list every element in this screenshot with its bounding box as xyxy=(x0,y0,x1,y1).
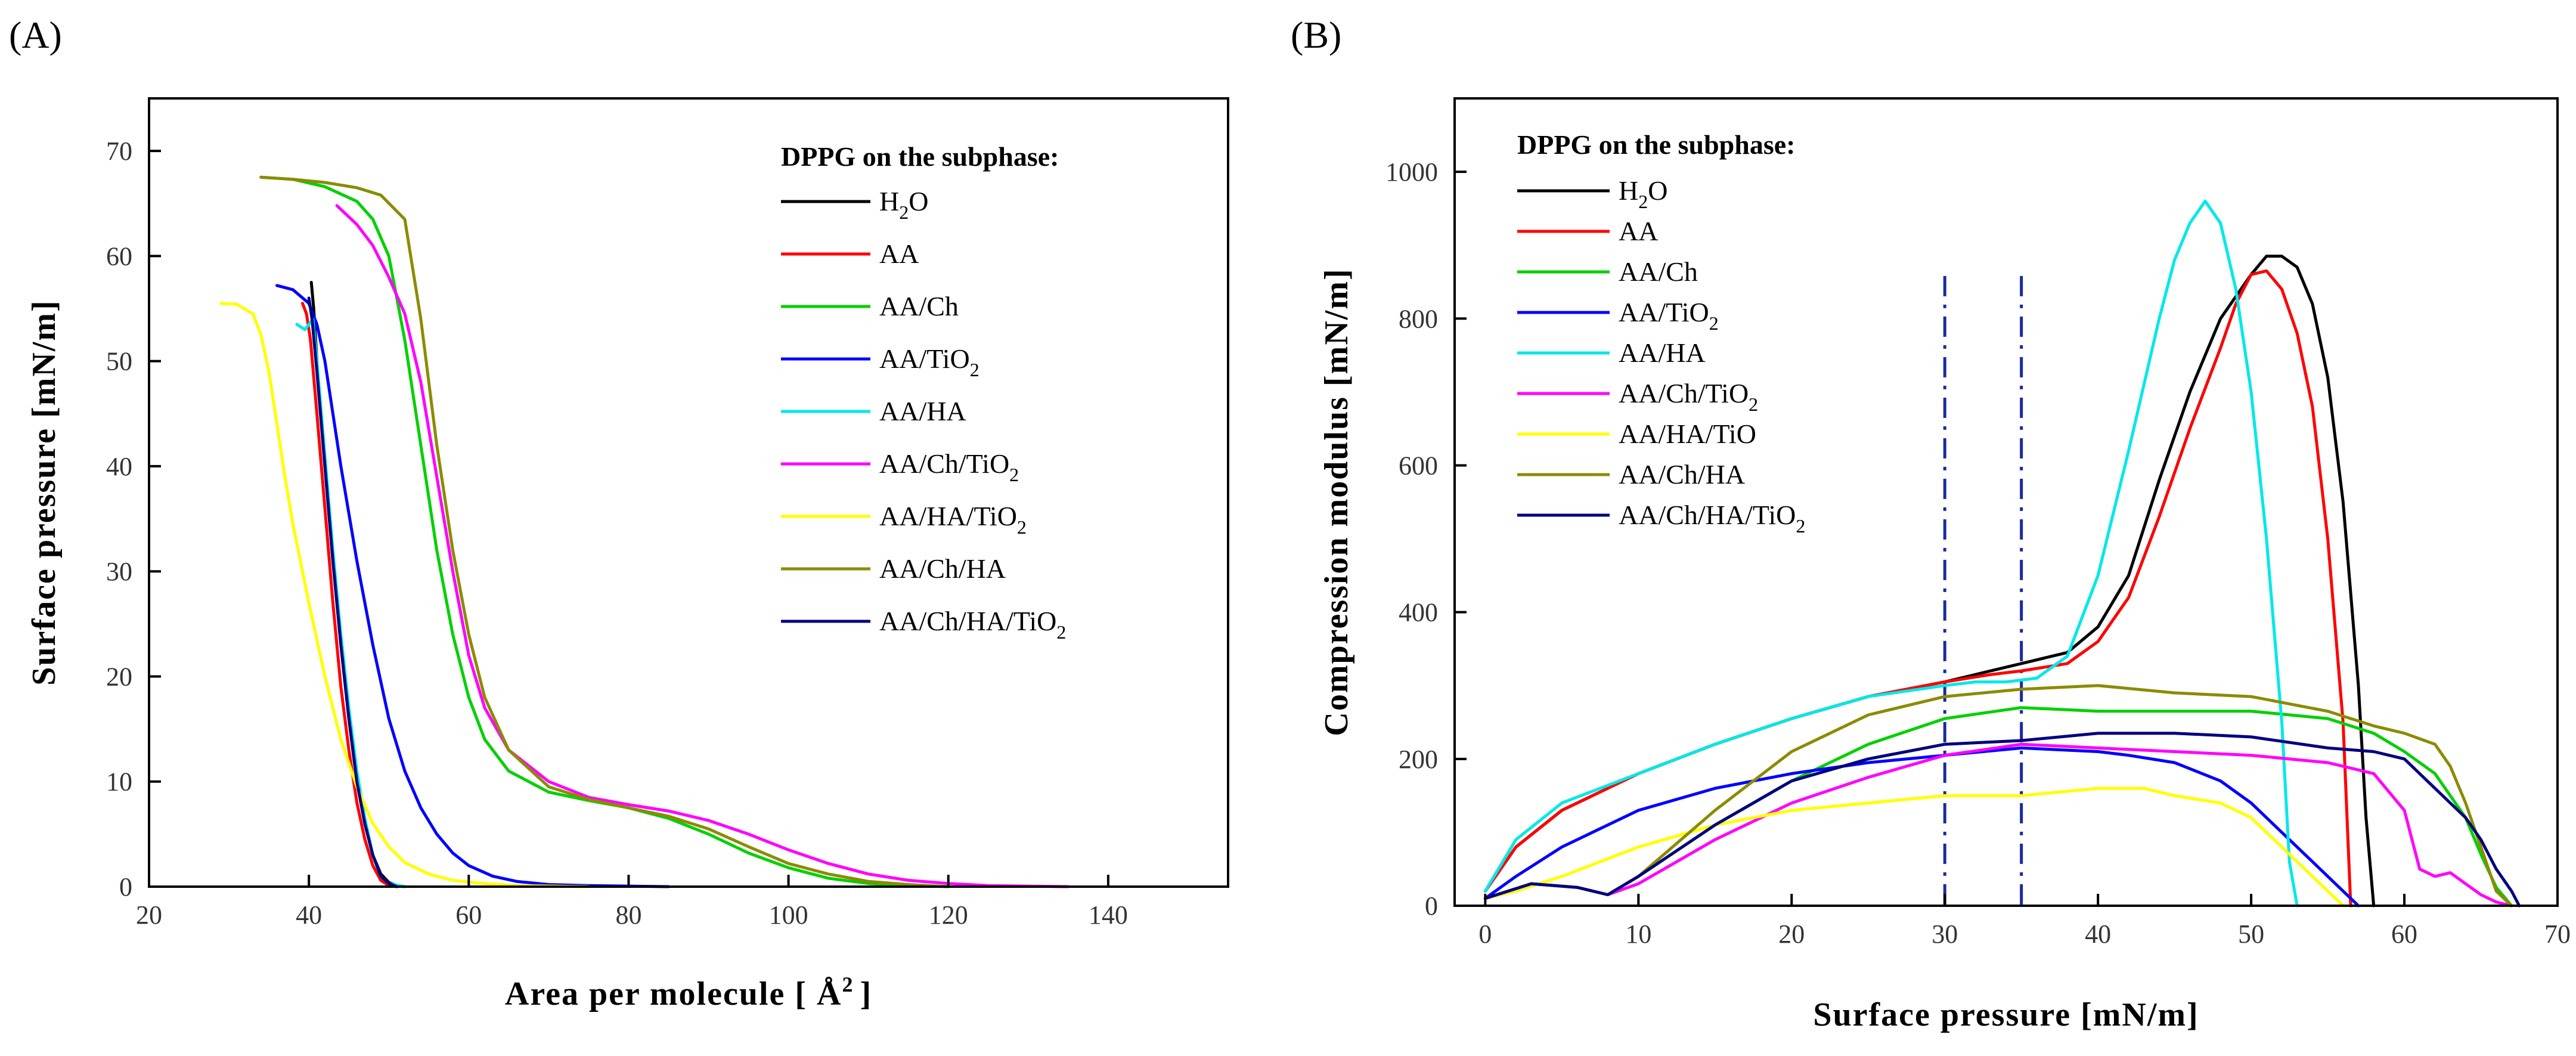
legend-label: AA xyxy=(1619,216,1658,246)
panel-a-legend: DPPG on the subphase: H2O AA AA/Ch AA/TiO2 A… xyxy=(781,141,1066,643)
panel-b-y-axis-label: Compression modulus [mN/m] xyxy=(1318,268,1355,736)
x-tick-label: 100 xyxy=(769,900,808,930)
panel-a-legend-title: DPPG on the subphase: xyxy=(781,141,1059,172)
legend-label: AA/HA xyxy=(1619,337,1706,368)
x-tick-label: 30 xyxy=(1932,919,1958,949)
legend-label: H2O xyxy=(1619,175,1667,212)
y-tick-label: 200 xyxy=(1399,745,1438,774)
legend-label: AA xyxy=(879,239,919,269)
y-tick-label: 0 xyxy=(119,872,132,902)
series-line-aa xyxy=(1483,269,2352,908)
y-tick-label: 1000 xyxy=(1385,157,1438,187)
legend-label: AA/Ch/HA/TiO2 xyxy=(1619,500,1805,537)
series-line-aa-ch-tio2 xyxy=(335,204,1070,888)
x-tick-label: 20 xyxy=(1778,919,1805,949)
legend-label: AA/Ch/HA xyxy=(1619,459,1745,490)
panel-a-y-ticks: 0 10 20 30 40 50 60 70 xyxy=(106,137,161,902)
panel-b-x-axis-label: Surface pressure [mN/m] xyxy=(1813,996,2199,1033)
legend-label: AA/Ch/TiO2 xyxy=(1619,378,1758,415)
x-tick-label: 40 xyxy=(296,900,322,930)
panel-b-y-ticks: 0 200 400 600 800 1000 xyxy=(1385,157,1467,921)
legend-label: AA/Ch/HA/TiO2 xyxy=(879,606,1066,643)
y-tick-label: 400 xyxy=(1399,598,1438,627)
series-line-aa-ch-tio2 xyxy=(1483,742,2513,908)
legend-label: AA/Ch/HA xyxy=(879,553,1006,584)
y-tick-label: 10 xyxy=(106,767,132,797)
panel-a: (A) 20 40 60 80 100 120 140 0 10 20 30 40 50 60 70 Ar… xyxy=(9,14,1229,1012)
y-tick-label: 40 xyxy=(106,452,132,481)
legend-label: AA/Ch/TiO2 xyxy=(879,448,1019,485)
panel-b-x-ticks: 0 10 20 30 40 50 60 70 xyxy=(1478,894,2571,949)
panel-a-y-axis-label: Surface pressure [mN/m] xyxy=(26,299,63,685)
panel-b-legend: DPPG on the subphase: H2OAAAA/ChAA/TiO2A… xyxy=(1517,129,1805,537)
x-tick-label: 60 xyxy=(455,900,482,930)
series-line-aa-ha xyxy=(1483,199,2299,908)
panel-a-x-axis-label: Area per molecule [ Å2] xyxy=(505,973,872,1012)
legend-label: AA/Ch xyxy=(879,291,959,321)
series-line-aa-tio2 xyxy=(275,284,670,888)
panel-b: (B) 0 10 20 30 40 50 60 70 0 200 400 600 800 1000 Su… xyxy=(1291,14,2571,1033)
series-line-aa-ch-ha-tio2 xyxy=(1483,732,2521,908)
series-line-aa-ch-ha-tio2 xyxy=(307,296,399,888)
series-line-aa-ha-tio2 xyxy=(219,302,590,888)
y-tick-label: 800 xyxy=(1399,304,1438,333)
y-tick-label: 600 xyxy=(1399,451,1438,480)
panel-b-legend-title: DPPG on the subphase: xyxy=(1517,129,1795,160)
y-tick-label: 0 xyxy=(1425,891,1438,921)
x-tick-label: 50 xyxy=(2238,919,2264,949)
panel-b-label: (B) xyxy=(1291,14,1341,56)
x-tick-label: 80 xyxy=(615,900,641,930)
series-line-aa-ha xyxy=(295,317,407,888)
x-tick-label: 0 xyxy=(1478,919,1492,949)
panel-a-label: (A) xyxy=(9,14,62,56)
panel-a-x-ticks: 20 40 60 80 100 120 140 xyxy=(136,875,1128,930)
panel-b-plot-area xyxy=(1483,199,2521,908)
legend-label: AA/TiO2 xyxy=(1619,297,1719,334)
x-tick-label: 20 xyxy=(136,900,162,930)
x-tick-label: 70 xyxy=(2544,919,2571,949)
x-tick-label: 40 xyxy=(2085,919,2111,949)
panel-a-frame xyxy=(148,97,1229,888)
series-line-aa-ch xyxy=(259,175,950,888)
y-tick-label: 50 xyxy=(106,347,132,376)
y-tick-label: 20 xyxy=(106,662,132,691)
legend-label: AA/HA/TiO xyxy=(1619,419,1756,449)
legend-label: H2O xyxy=(879,186,928,223)
series-line-aa xyxy=(300,302,399,888)
x-tick-label: 10 xyxy=(1625,919,1651,949)
legend-label: AA/TiO2 xyxy=(879,343,979,380)
y-tick-label: 70 xyxy=(106,137,132,166)
x-tick-label: 120 xyxy=(929,900,968,930)
series-line-aa-tio2 xyxy=(1483,746,2360,908)
legend-label: AA/HA xyxy=(879,396,966,426)
panel-b-frame xyxy=(1453,97,2559,907)
series-line-aa-ch-ha xyxy=(259,175,950,888)
series-line-aa-ha-tio2 xyxy=(1483,786,2345,908)
legend-label: AA/Ch xyxy=(1619,256,1698,287)
y-tick-label: 30 xyxy=(106,557,132,586)
x-tick-label: 60 xyxy=(2391,919,2417,949)
panel-a-plot-area xyxy=(219,175,1070,888)
x-tick-label: 140 xyxy=(1089,900,1128,930)
legend-label: AA/HA/TiO2 xyxy=(879,501,1027,538)
y-tick-label: 60 xyxy=(106,241,132,271)
